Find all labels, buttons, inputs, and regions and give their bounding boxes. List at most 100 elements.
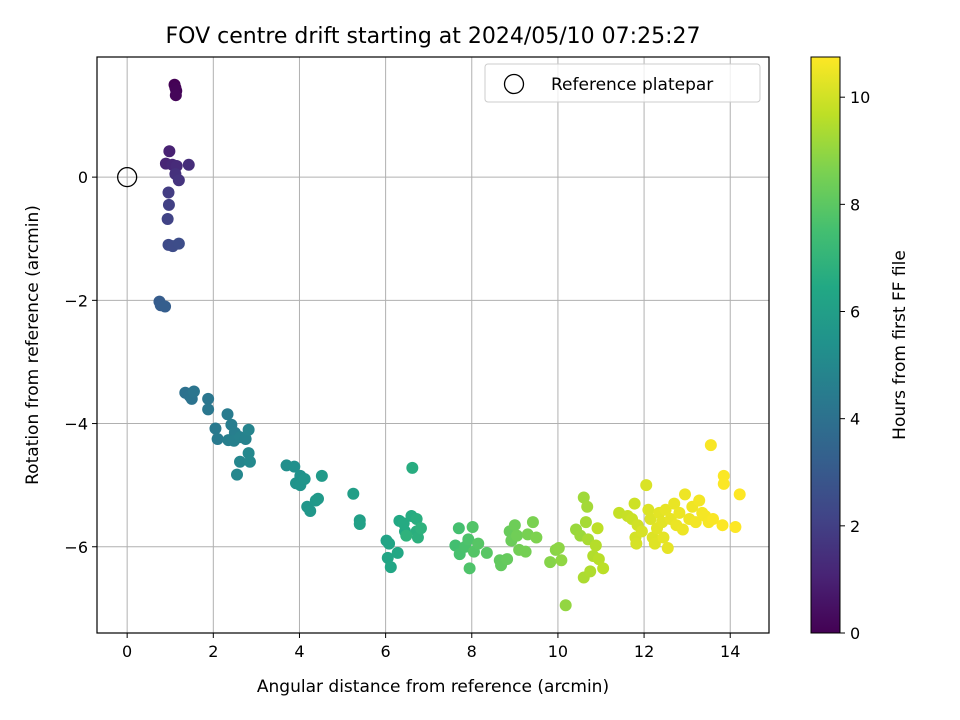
data-point (579, 516, 592, 529)
y-axis-label: Rotation from reference (arcmin) (23, 205, 43, 485)
data-point (209, 422, 222, 435)
data-point (172, 237, 185, 250)
colorbar-tick-label: 4 (850, 410, 860, 429)
data-point (211, 432, 224, 445)
data-point (472, 537, 485, 550)
data-point (733, 488, 746, 501)
data-point (511, 529, 523, 542)
data-point (239, 432, 252, 445)
data-point (163, 145, 176, 158)
data-point (508, 519, 521, 532)
data-point (592, 553, 605, 566)
legend-box (484, 63, 761, 103)
data-points (117, 78, 746, 612)
x-axis-label: Angular distance from reference (arcmin) (257, 677, 609, 697)
data-point (242, 423, 255, 436)
colorbar-label: Hours from first FF file (890, 250, 910, 440)
data-point (552, 541, 565, 554)
data-point (298, 472, 311, 485)
data-point (347, 487, 360, 500)
data-point (668, 497, 681, 510)
data-point (411, 531, 424, 544)
data-point (630, 537, 643, 550)
x-tick-label: 8 (467, 642, 477, 661)
data-point (526, 516, 539, 529)
x-tick-label: 2 (208, 642, 218, 661)
colorbar-tick-label: 10 (850, 88, 870, 107)
data-point (172, 174, 185, 187)
data-point (693, 494, 706, 507)
data-point (676, 523, 689, 536)
data-point (383, 537, 396, 550)
data-point (640, 479, 653, 492)
legend-label-reference: Reference platepar (551, 75, 713, 95)
data-point (581, 500, 594, 513)
data-point (597, 562, 610, 575)
data-point (202, 392, 215, 405)
data-point (657, 531, 670, 544)
data-point (162, 198, 175, 211)
data-point (231, 468, 243, 481)
data-point (729, 521, 742, 534)
data-point (501, 553, 514, 566)
data-point (410, 513, 423, 526)
data-point (414, 522, 427, 535)
data-point (544, 556, 557, 569)
colorbar-tick-label: 0 (850, 624, 860, 643)
data-point (661, 541, 674, 554)
data-point (187, 385, 200, 398)
data-point (159, 300, 172, 313)
data-point (243, 455, 256, 468)
data-point (391, 546, 404, 559)
data-point (406, 461, 419, 474)
data-point (704, 439, 717, 452)
plot-area (96, 56, 770, 634)
colorbar-tick-label: 2 (850, 517, 860, 536)
data-point (530, 531, 543, 544)
data-point (315, 469, 328, 482)
data-point (452, 522, 465, 535)
data-point (717, 477, 730, 490)
data-point (400, 529, 413, 542)
data-point (555, 554, 568, 567)
grid-lines (97, 57, 769, 633)
x-tick-label: 0 (122, 642, 132, 661)
data-point (589, 539, 602, 552)
colorbar-ticks: 0 2 4 6 8 10 (840, 88, 870, 643)
x-axis-ticks: 0 2 4 6 8 10 12 14 (122, 633, 740, 661)
x-tick-label: 6 (381, 642, 391, 661)
y-axis-ticks: −6 −4 −2 0 (64, 168, 97, 557)
data-point (397, 517, 410, 530)
data-point (169, 89, 182, 102)
y-tick-label: −2 (64, 291, 88, 310)
data-point (584, 565, 597, 578)
data-point (234, 455, 247, 468)
data-point (644, 513, 657, 526)
x-tick-label: 14 (720, 642, 740, 661)
legend: Reference platepar (484, 63, 761, 103)
data-point (716, 519, 729, 532)
x-tick-label: 12 (634, 642, 654, 661)
y-tick-label: −6 (64, 538, 88, 557)
data-point (384, 561, 397, 574)
chart-title: FOV centre drift starting at 2024/05/10 … (166, 24, 701, 49)
data-point (519, 545, 532, 558)
colorbar-tick-label: 8 (850, 195, 860, 214)
data-point (591, 522, 604, 535)
y-tick-label: −4 (64, 415, 88, 434)
data-point (635, 525, 648, 538)
colorbar-tick-label: 6 (850, 303, 860, 322)
data-point (628, 497, 641, 510)
data-point (559, 599, 572, 612)
data-point (202, 403, 215, 416)
data-point (679, 488, 691, 501)
reference-point-marker (117, 166, 138, 188)
legend-marker-reference (503, 73, 525, 95)
data-point (353, 517, 366, 530)
data-point (288, 460, 301, 473)
data-point (466, 521, 479, 534)
data-point (311, 492, 324, 505)
data-point (463, 562, 476, 575)
x-tick-label: 10 (548, 642, 568, 661)
